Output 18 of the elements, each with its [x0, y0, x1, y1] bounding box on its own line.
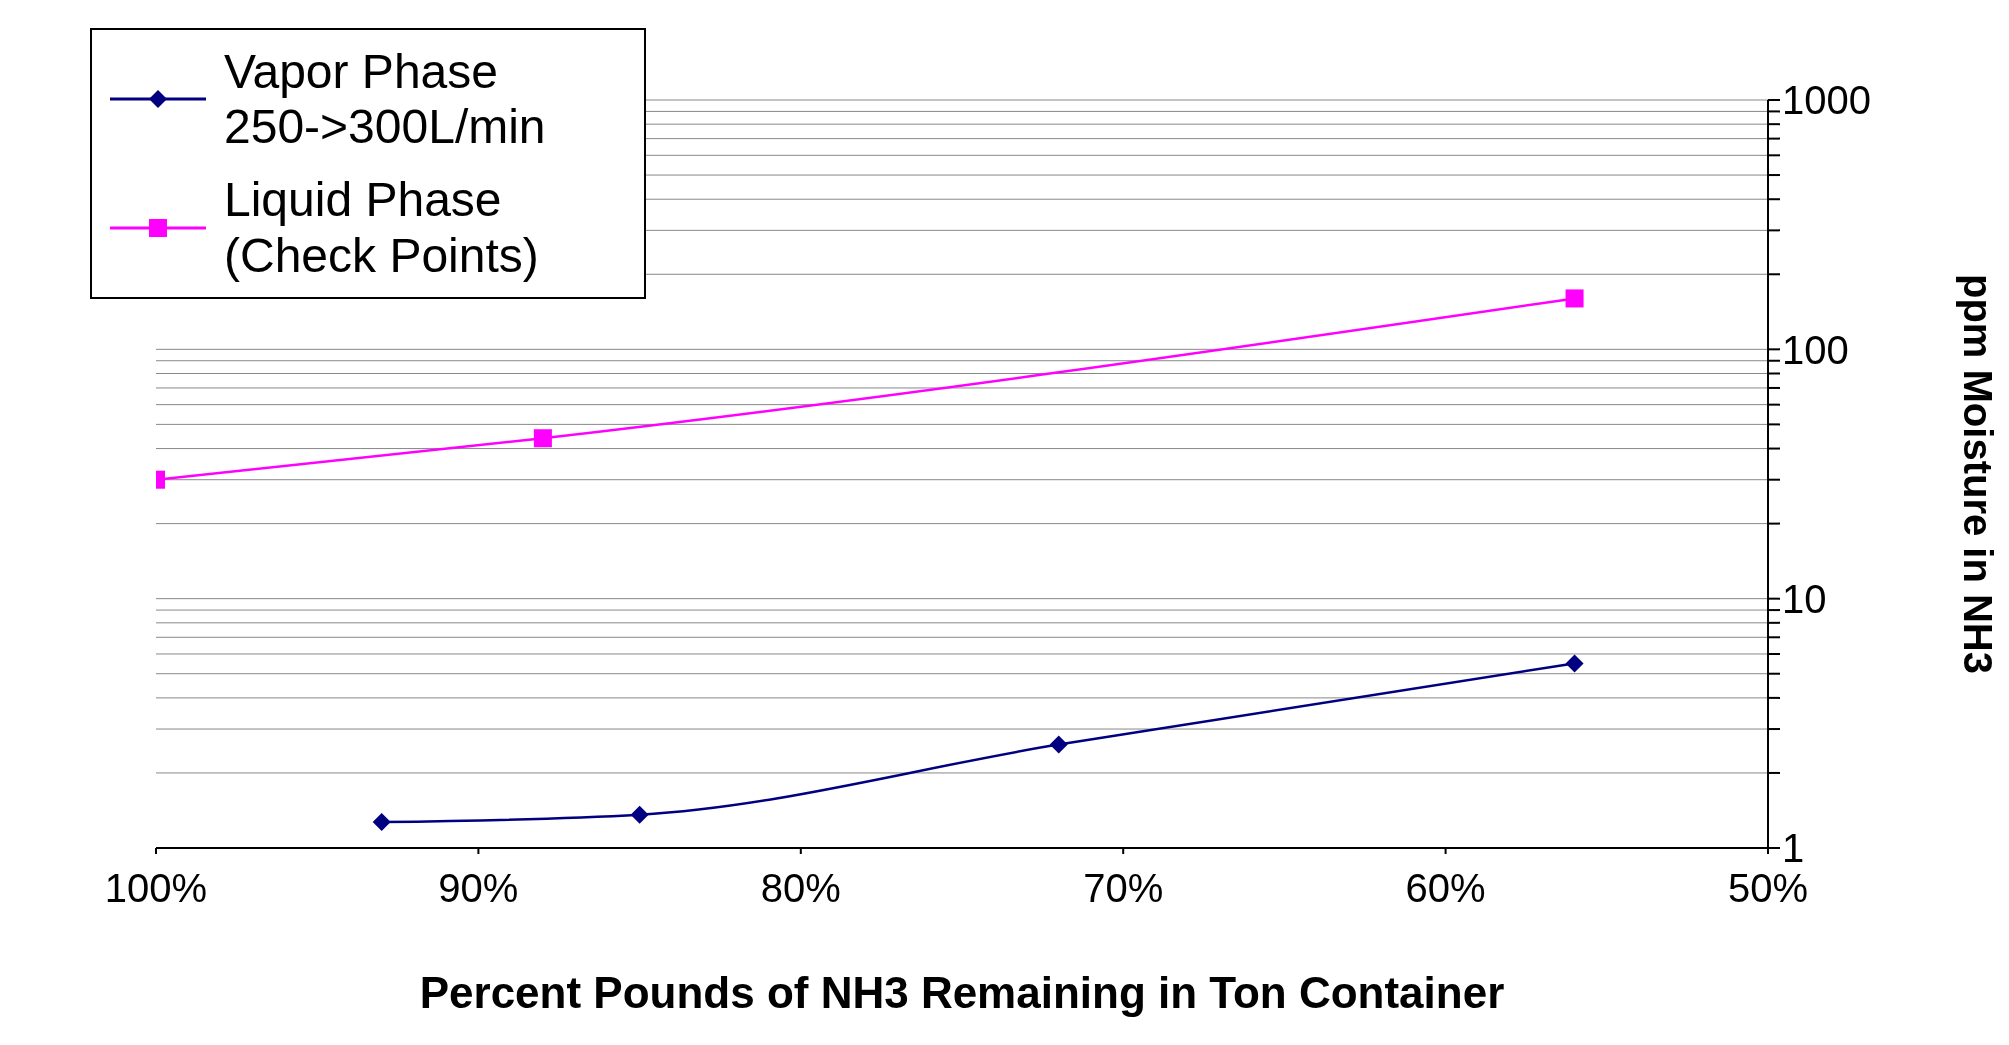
legend-label: Vapor Phase 250->300L/min — [224, 44, 547, 155]
legend-label: Liquid Phase (Check Points) — [224, 172, 540, 283]
y-tick-label: 10 — [1782, 576, 1827, 621]
point — [372, 813, 391, 832]
point — [1565, 654, 1584, 673]
x-tick-label: 100% — [104, 866, 208, 911]
x-axis-title: Percent Pounds of NH3 Remaining in Ton Container — [419, 968, 1505, 1017]
x-tick-label: 70% — [1083, 866, 1164, 911]
y-axis-title: ppm Moisture in NH3 — [1955, 273, 2000, 675]
y-tick-label: 1000 — [1782, 78, 1871, 123]
point — [630, 805, 649, 824]
point — [1565, 289, 1584, 308]
x-tick-label: 60% — [1405, 866, 1486, 911]
x-tick-label: 80% — [760, 866, 841, 911]
point — [533, 429, 552, 448]
point — [1049, 735, 1068, 754]
y-tick-label: 100 — [1782, 327, 1849, 372]
x-tick-label: 90% — [438, 866, 519, 911]
